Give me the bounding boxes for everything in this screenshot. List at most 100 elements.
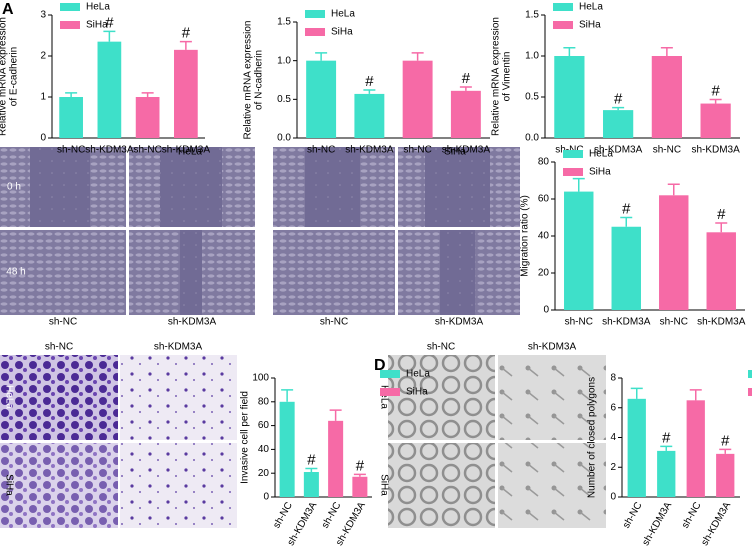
x-tick-label: sh-NC [565,317,593,328]
x-tick-label: sh-KDM3A [691,145,740,156]
bar [554,56,585,138]
legend-label: SiHa [86,20,108,31]
significance-label: # [622,200,631,217]
legend-swatch [60,3,80,11]
x-tick-label: sh-NC [57,145,85,156]
micrograph [498,355,606,440]
row-label: HeLa [378,385,389,409]
error-bar [353,473,366,477]
micrograph [425,147,490,227]
column-label: sh-KDM3A [435,317,484,328]
y-tick-label: 0 [263,492,269,503]
x-tick-label: sh-KDM3A [697,317,746,328]
significance-label: # [462,70,471,87]
bar [352,476,368,497]
y-tick-label: 0.0 [277,133,291,144]
panel-label: D [374,357,386,374]
y-axis-label: Relative mRNA expression [491,17,502,136]
significance-label: # [711,82,720,99]
micrograph [498,443,606,528]
legend-swatch [563,168,583,176]
x-tick-label: sh-NC [680,500,704,530]
y-tick-label: 0 [40,133,46,144]
y-axis-label: Relative mRNA expression [0,17,9,136]
legend-label: SiHa [406,387,428,398]
legend-swatch [305,10,325,18]
y-tick-label: 100 [252,373,269,384]
y-tick-label: 8 [610,373,616,384]
error-bar [459,86,472,91]
error-bar [630,387,643,399]
y-tick-label: 20 [538,268,550,279]
column-label: sh-KDM3A [168,317,217,328]
bar [686,400,705,497]
bar [306,60,337,138]
micrograph [0,230,126,315]
legend-swatch [748,370,752,378]
error-bar [363,89,376,94]
y-tick-label: 60 [258,420,270,431]
y-tick-label: 40 [538,231,550,242]
y-axis-label: Number of closed polygons [587,377,598,498]
legend-label: HeLa [86,2,110,13]
y-tick-label: 1.5 [525,10,539,21]
y-tick-label: 20 [258,468,270,479]
y-tick-label: 6 [610,402,616,413]
y-tick-label: 1 [40,92,46,103]
y-tick-label: 80 [538,157,550,168]
legend-swatch [553,21,573,29]
bar [450,90,481,138]
significance-label: # [717,206,726,223]
bar [135,97,160,138]
x-tick-label: sh-NC [133,145,161,156]
error-bar [65,92,78,97]
bar [627,398,646,497]
bar [303,472,319,497]
error-bar [563,47,576,56]
significance-label: # [365,73,374,90]
panel-label: A [2,1,14,18]
x-tick-label: sh-NC [403,145,431,156]
column-label: sh-NC [320,317,348,328]
error-bar [612,106,625,111]
significance-label: # [662,429,671,446]
x-tick-label: sh-KDM3A [602,317,651,328]
bar [651,56,682,138]
bar [611,226,641,310]
scratch-images [0,147,520,315]
error-bar [709,98,722,104]
significance-label: # [105,14,114,31]
column-label: sh-NC [427,342,455,353]
bar [174,49,198,138]
column-label: sh-NC [45,342,73,353]
y-tick-label: 60 [538,194,550,205]
bar [354,93,385,138]
x-tick-label: sh-KDM3A [345,145,394,156]
legend-label: HeLa [331,9,355,20]
legend-label: SiHa [589,167,611,178]
y-tick-label: 0 [610,492,616,503]
micrograph [120,443,237,528]
x-tick-label: sh-KDM3A [594,145,643,156]
micrograph [273,230,395,315]
micrograph [305,147,360,227]
error-bar [719,448,732,454]
x-tick-label: sh-NC [320,500,344,530]
error-bar [305,467,318,473]
y-tick-label: 0 [543,305,549,316]
significance-label: # [307,451,316,468]
y-tick-label: 0.5 [277,94,291,105]
y-tick-label: 80 [258,396,270,407]
y-axis-label: Migration ratio (%) [520,195,531,277]
y-tick-label: 3 [40,10,46,21]
legend-label: HeLa [589,149,613,160]
group-label: SiHa [444,147,466,158]
x-tick-label: sh-NC [653,145,681,156]
legend-swatch [553,3,573,11]
row-label: 48 h [6,267,25,278]
y-tick-label: 4 [610,432,616,443]
significance-label: # [356,457,365,474]
error-bar [572,177,585,192]
row-label: SiHa [378,474,389,496]
y-tick-label: 1.0 [525,51,539,62]
